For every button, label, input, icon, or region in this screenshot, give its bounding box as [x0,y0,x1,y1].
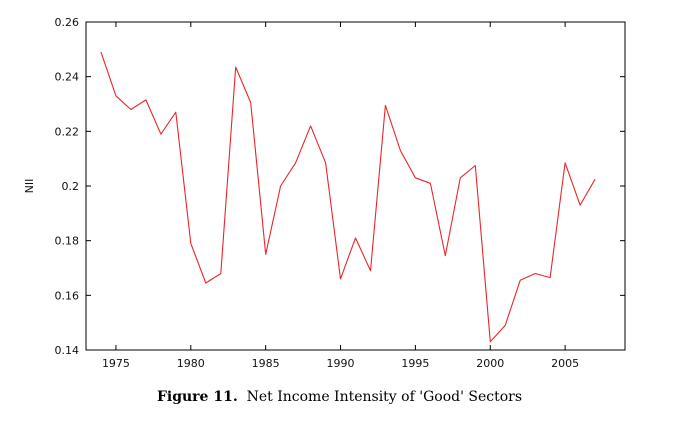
y-tick-label: 0.26 [55,16,80,29]
data-point [474,164,476,166]
data-point [220,272,222,274]
plot-frame [85,21,626,351]
data-point [579,204,581,206]
figure-caption-text: Net Income Intensity of 'Good' Sectors [246,389,523,405]
data-point [489,341,491,343]
data-point [160,133,162,135]
data-point [354,237,356,239]
data-point [444,255,446,257]
y-tick-label: 0.2 [62,180,80,193]
data-point [369,270,371,272]
y-tick-label: 0.18 [55,235,80,248]
data-point [249,101,251,103]
y-tick-label: 0.22 [55,125,80,138]
data-point [459,177,461,179]
data-point [534,272,536,274]
data-point [399,149,401,151]
line-chart: 0.14 0.16 0.18 0.2 0.22 0.24 0.26 1975 1980 1985 1… [23,16,626,370]
x-tick-label: 1985 [252,357,280,370]
data-point [549,276,551,278]
figure-number: Figure 11. [156,389,238,405]
x-tick-label: 1995 [401,357,429,370]
data-point [100,51,102,53]
data-point [429,182,431,184]
data-point [339,278,341,280]
data-point [519,279,521,281]
series-line [100,51,596,343]
data-point [235,66,237,68]
x-tick-label: 1980 [177,357,205,370]
data-point [264,253,266,255]
data-point [205,282,207,284]
data-point [190,242,192,244]
x-tick-label: 2000 [476,357,504,370]
y-tick-label: 0.16 [55,289,80,302]
data-point [145,99,147,101]
data-point [324,162,326,164]
data-point [130,108,132,110]
y-tick-label: 0.14 [55,344,80,357]
figure-caption: Figure 11. Net Income Intensity of 'Good… [0,389,679,405]
data-point [279,185,281,187]
x-tick-label: 2005 [551,357,579,370]
data-point [384,104,386,106]
data-point [115,95,117,97]
data-point [414,177,416,179]
data-point [309,125,311,127]
x-tick-label: 1990 [327,357,355,370]
y-axis-label: NII [23,179,36,194]
data-point [594,178,596,180]
data-point [504,324,506,326]
data-point [294,162,296,164]
data-point [175,111,177,113]
data-point [564,162,566,164]
y-tick-label: 0.24 [55,71,80,84]
plot-area: 0.14 0.16 0.18 0.2 0.22 0.24 0.26 1975 1980 1985 1… [55,16,626,370]
x-tick-label: 1975 [102,357,130,370]
